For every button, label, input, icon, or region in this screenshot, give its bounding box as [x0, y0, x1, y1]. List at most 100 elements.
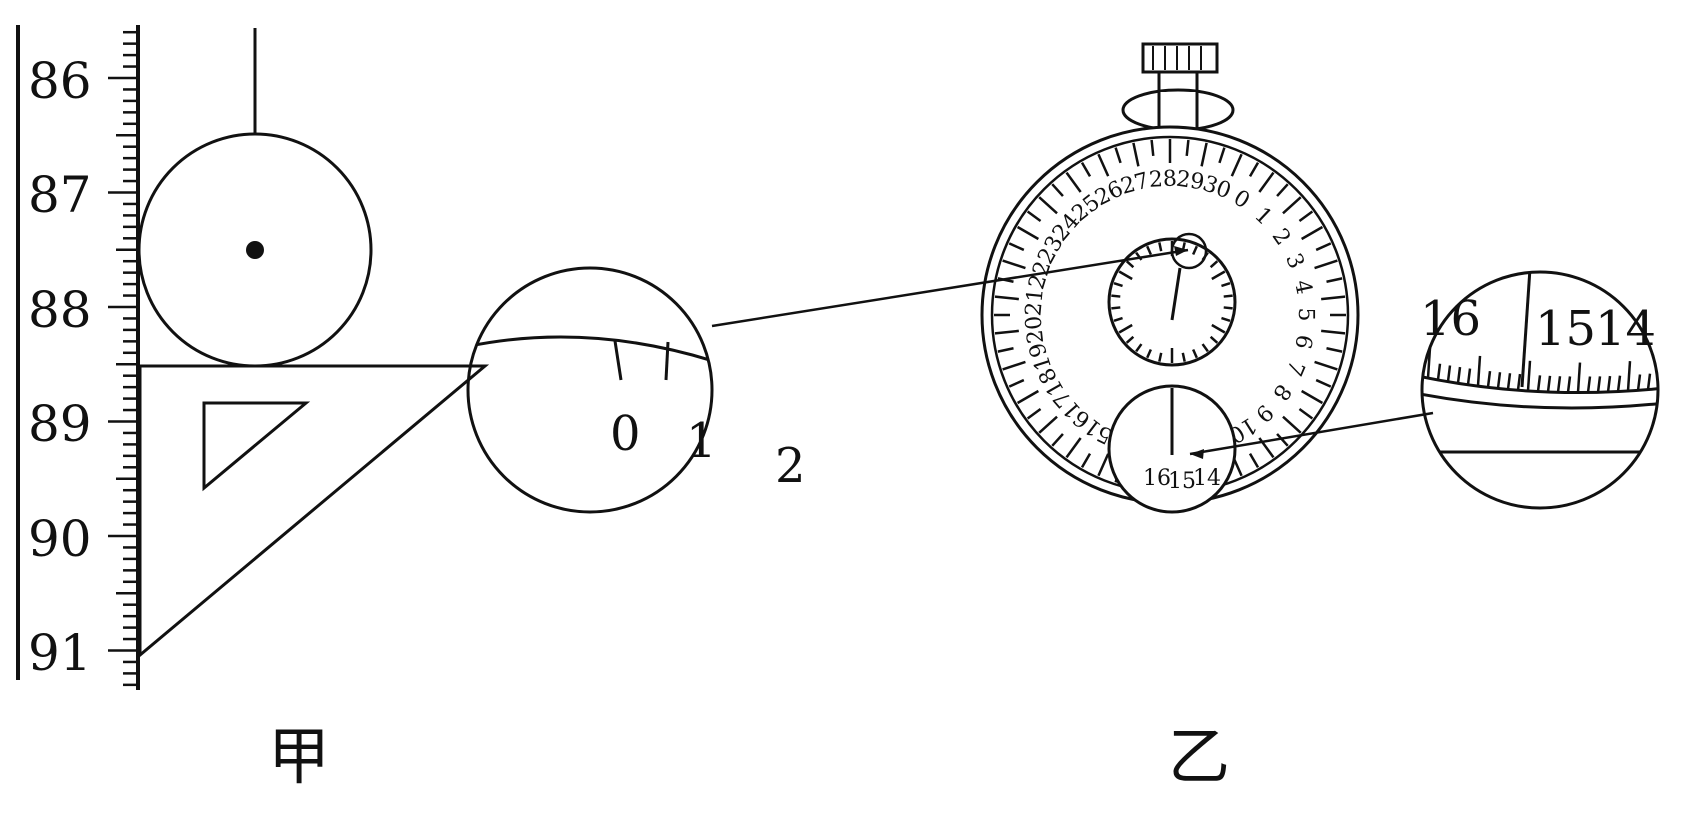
ruler-ticks — [108, 30, 138, 687]
outer-dial-tick — [1008, 242, 1025, 252]
set-square — [138, 364, 490, 659]
minute-subdial-tick — [1209, 260, 1219, 269]
right-mag-tick — [1566, 376, 1572, 393]
set-square-cutout — [202, 401, 311, 492]
caption-figure-b: 乙 — [1168, 720, 1230, 793]
minute-subdial-tick — [1111, 306, 1121, 310]
right-mag-tick — [1476, 355, 1482, 387]
ruler-label-88: 88 — [28, 281, 92, 339]
minute-subdial-tick — [1158, 352, 1163, 362]
right-magnifier-rim — [1420, 270, 1660, 510]
small-dial-label-15: 15 — [1168, 469, 1196, 494]
minute-subdial — [1107, 237, 1237, 367]
ruler-label-89: 89 — [28, 395, 92, 453]
outer-dial-tick — [1065, 437, 1082, 459]
outer-dial-tick — [1080, 452, 1092, 469]
left-pointer-arrowhead — [1174, 246, 1188, 256]
outer-dial-label: 28 — [1148, 166, 1177, 192]
right-mag-tick — [1596, 376, 1602, 393]
ruler-label-91: 91 — [28, 624, 92, 682]
right-mag-tick — [1586, 376, 1592, 393]
outer-dial-tick — [1248, 161, 1260, 178]
outer-dial-tick — [1200, 142, 1208, 167]
crown-knurl — [1152, 46, 1202, 70]
outer-dial-tick — [1321, 295, 1346, 301]
outer-dial-label: 21 — [1021, 287, 1049, 317]
outer-dial-tick — [1218, 147, 1226, 164]
right-mag-tick — [1466, 368, 1472, 385]
small-dial-label-16: 16 — [1143, 466, 1171, 491]
minute-subdial-tick — [1221, 316, 1231, 323]
outer-dial-tick — [1026, 408, 1042, 420]
right-mag-tick — [1446, 365, 1452, 382]
minute-subdial-tick — [1146, 348, 1152, 359]
minute-subdial-tick — [1118, 270, 1133, 281]
outer-dial-tick — [1114, 147, 1122, 164]
outer-dial-tick — [1298, 408, 1314, 420]
outer-dial-tick — [1276, 183, 1289, 197]
right-mag-tick — [1576, 362, 1582, 393]
outer-dial-tick — [1248, 452, 1260, 469]
minute-subdial-tick — [1118, 323, 1133, 334]
right-mag-tick — [1626, 361, 1632, 392]
minute-highlight-circle — [1170, 232, 1208, 270]
right-mag-tick — [1646, 373, 1652, 390]
small-dial-label-14: 14 — [1193, 466, 1221, 491]
right-mag-tick — [1516, 373, 1522, 391]
caption-figure-a: 甲 — [268, 720, 330, 793]
left-magnifier: 0 1 2 — [466, 246, 1189, 514]
ruler-label-87: 87 — [28, 166, 92, 224]
outer-dial-ticks — [994, 139, 1346, 491]
stopwatch-figure: 2829300123456789101112131415161718192021… — [980, 42, 1360, 793]
outer-dial-tick — [1301, 225, 1324, 241]
minute-subdial-tick — [1221, 281, 1231, 288]
right-mag-tick — [1436, 363, 1442, 380]
ruler-labels: 86 87 88 89 90 91 — [28, 52, 92, 682]
outer-dial-tick — [1016, 389, 1039, 405]
outer-dial-tick — [1315, 378, 1332, 388]
right-mag-tick — [1496, 372, 1502, 389]
minute-subdial-tick — [1111, 294, 1121, 298]
outer-dial-tick — [1230, 153, 1243, 177]
outer-dial-label: 6 — [1289, 332, 1316, 351]
outer-dial-tick — [1051, 183, 1064, 197]
outer-dial-tick — [1314, 259, 1338, 270]
right-mag-tick — [1606, 375, 1612, 393]
left-mag-label-1: 1 — [686, 413, 717, 469]
outer-dial-label: 20 — [1021, 314, 1049, 345]
outer-dial-tick — [1065, 171, 1082, 193]
minute-subdial-tick — [1146, 245, 1152, 256]
minute-hand — [1170, 267, 1182, 321]
right-mag-tick — [1668, 372, 1670, 388]
outer-dial-tick — [1282, 415, 1302, 434]
outer-dial-tick — [994, 295, 1019, 301]
crown-knob — [1141, 42, 1219, 74]
outer-dial-tick — [1315, 242, 1332, 252]
outer-dial-tick — [1097, 453, 1110, 477]
outer-dial-tick — [1276, 433, 1289, 447]
outer-dial-tick — [1008, 378, 1025, 388]
outer-dial-tick — [1150, 139, 1155, 157]
outer-dial-tick — [1026, 210, 1042, 222]
outer-dial-tick — [1326, 277, 1343, 283]
minute-subdial-tick — [1211, 323, 1226, 334]
outer-dial-tick — [1080, 161, 1092, 178]
outer-dial-tick — [1321, 329, 1346, 335]
right-mag-tick — [1408, 358, 1410, 374]
right-mag-tick — [1556, 376, 1562, 393]
right-pointer-line — [1189, 411, 1434, 456]
minute-subdial-tick — [1223, 294, 1233, 298]
outer-dial-tick — [1016, 225, 1039, 241]
outer-dial-tick — [1132, 142, 1140, 167]
outer-dial-tick — [1258, 171, 1275, 193]
outer-dial-tick — [1298, 210, 1314, 222]
right-mag-tick — [1418, 360, 1420, 376]
right-mag-tick — [1526, 360, 1532, 391]
outer-dial-label: 29 — [1175, 167, 1206, 196]
outer-dial-tick — [1002, 360, 1026, 371]
minute-subdial-tick — [1135, 343, 1143, 353]
right-mag-tick — [1636, 374, 1642, 391]
minute-subdial-tick — [1192, 348, 1198, 359]
right-mag-tick — [1456, 366, 1462, 384]
